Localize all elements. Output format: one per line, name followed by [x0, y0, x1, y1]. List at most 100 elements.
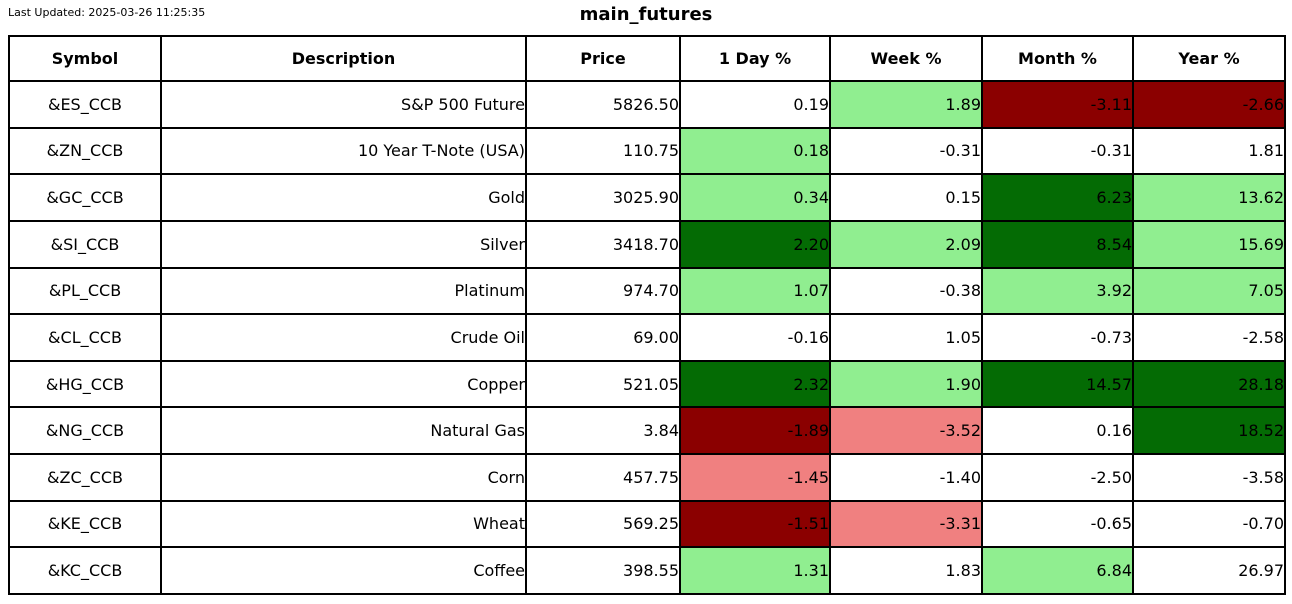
cell-year-pct: -3.58	[1132, 453, 1286, 502]
cell-description: S&P 500 Future	[160, 80, 527, 129]
cell-1day-pct: -1.51	[679, 499, 831, 549]
table-row: &KC_CCB Coffee 398.55 1.31 1.83 6.84 26.97	[8, 546, 1286, 595]
column-header-description: Description	[160, 35, 527, 82]
cell-symbol: &HG_CCB	[8, 359, 162, 409]
page-title: main_futures	[579, 4, 713, 25]
cell-week-pct: 0.15	[829, 173, 983, 222]
cell-1day-pct: 1.07	[679, 266, 831, 316]
cell-price: 110.75	[525, 126, 681, 176]
table-row: &HG_CCB Copper 521.05 2.32 1.90 14.57 28.18	[8, 359, 1286, 409]
cell-month-pct: -0.31	[981, 126, 1134, 176]
column-header-price: Price	[525, 35, 681, 82]
column-header-symbol: Symbol	[8, 35, 162, 82]
table-row: &ZN_CCB 10 Year T-Note (USA) 110.75 0.18 -0.…	[8, 126, 1286, 176]
cell-month-pct: -0.65	[981, 499, 1134, 549]
cell-week-pct: -0.38	[829, 266, 983, 316]
cell-price: 974.70	[525, 266, 681, 316]
futures-table: Symbol Description Price 1 Day % Week % Month…	[8, 35, 1286, 595]
cell-symbol: &ES_CCB	[8, 80, 162, 129]
cell-description: Copper	[160, 359, 527, 409]
cell-month-pct: 8.54	[981, 219, 1134, 269]
cell-1day-pct: 0.19	[679, 80, 831, 129]
cell-price: 398.55	[525, 546, 681, 595]
last-updated-label: Last Updated: 2025-03-26 11:25:35	[8, 6, 206, 19]
table-row: &CL_CCB Crude Oil 69.00 -0.16 1.05 -0.73 -2.58	[8, 313, 1286, 362]
cell-1day-pct: -0.16	[679, 313, 831, 362]
cell-week-pct: 1.83	[829, 546, 983, 595]
cell-price: 3418.70	[525, 219, 681, 269]
table-row: &KE_CCB Wheat 569.25 -1.51 -3.31 -0.65 -0.70	[8, 499, 1286, 549]
cell-month-pct: 3.92	[981, 266, 1134, 316]
cell-symbol: &SI_CCB	[8, 219, 162, 269]
cell-year-pct: 1.81	[1132, 126, 1286, 176]
cell-price: 69.00	[525, 313, 681, 362]
cell-price: 457.75	[525, 453, 681, 502]
cell-year-pct: -2.66	[1132, 80, 1286, 129]
cell-week-pct: 1.89	[829, 80, 983, 129]
cell-week-pct: -3.31	[829, 499, 983, 549]
cell-week-pct: -0.31	[829, 126, 983, 176]
cell-year-pct: -0.70	[1132, 499, 1286, 549]
cell-week-pct: 1.90	[829, 359, 983, 409]
cell-month-pct: 6.23	[981, 173, 1134, 222]
cell-description: Crude Oil	[160, 313, 527, 362]
cell-1day-pct: 1.31	[679, 546, 831, 595]
table-row: &SI_CCB Silver 3418.70 2.20 2.09 8.54 15.69	[8, 219, 1286, 269]
cell-week-pct: -3.52	[829, 406, 983, 455]
cell-year-pct: 15.69	[1132, 219, 1286, 269]
cell-price: 5826.50	[525, 80, 681, 129]
cell-year-pct: 13.62	[1132, 173, 1286, 222]
cell-week-pct: 1.05	[829, 313, 983, 362]
cell-price: 3025.90	[525, 173, 681, 222]
cell-symbol: &KE_CCB	[8, 499, 162, 549]
cell-1day-pct: -1.89	[679, 406, 831, 455]
cell-month-pct: 14.57	[981, 359, 1134, 409]
cell-symbol: &ZC_CCB	[8, 453, 162, 502]
cell-description: Natural Gas	[160, 406, 527, 455]
cell-month-pct: -2.50	[981, 453, 1134, 502]
cell-1day-pct: 0.34	[679, 173, 831, 222]
cell-month-pct: -3.11	[981, 80, 1134, 129]
cell-week-pct: 2.09	[829, 219, 983, 269]
table-row: &ZC_CCB Corn 457.75 -1.45 -1.40 -2.50 -3.58	[8, 453, 1286, 502]
cell-symbol: &NG_CCB	[8, 406, 162, 455]
table-row: &NG_CCB Natural Gas 3.84 -1.89 -3.52 0.16 18.5…	[8, 406, 1286, 455]
column-header-day-pct: 1 Day %	[679, 35, 831, 82]
cell-1day-pct: 0.18	[679, 126, 831, 176]
column-header-year-pct: Year %	[1132, 35, 1286, 82]
cell-description: Gold	[160, 173, 527, 222]
cell-symbol: &ZN_CCB	[8, 126, 162, 176]
cell-description: Coffee	[160, 546, 527, 595]
cell-description: Silver	[160, 219, 527, 269]
header-row: Symbol Description Price 1 Day % Week % Month…	[8, 35, 1286, 82]
cell-year-pct: 18.52	[1132, 406, 1286, 455]
cell-symbol: &GC_CCB	[8, 173, 162, 222]
cell-symbol: &CL_CCB	[8, 313, 162, 362]
cell-symbol: &PL_CCB	[8, 266, 162, 316]
table-row: &PL_CCB Platinum 974.70 1.07 -0.38 3.92 7.05	[8, 266, 1286, 316]
cell-price: 3.84	[525, 406, 681, 455]
cell-month-pct: 6.84	[981, 546, 1134, 595]
table-body: &ES_CCB S&P 500 Future 5826.50 0.19 1.89 -3.1…	[8, 80, 1286, 595]
cell-price: 521.05	[525, 359, 681, 409]
cell-1day-pct: 2.20	[679, 219, 831, 269]
column-header-week-pct: Week %	[829, 35, 983, 82]
cell-year-pct: 26.97	[1132, 546, 1286, 595]
cell-description: Wheat	[160, 499, 527, 549]
cell-month-pct: 0.16	[981, 406, 1134, 455]
cell-week-pct: -1.40	[829, 453, 983, 502]
cell-1day-pct: -1.45	[679, 453, 831, 502]
cell-year-pct: -2.58	[1132, 313, 1286, 362]
cell-1day-pct: 2.32	[679, 359, 831, 409]
cell-year-pct: 7.05	[1132, 266, 1286, 316]
cell-year-pct: 28.18	[1132, 359, 1286, 409]
cell-symbol: &KC_CCB	[8, 546, 162, 595]
cell-description: Platinum	[160, 266, 527, 316]
column-header-month-pct: Month %	[981, 35, 1134, 82]
cell-month-pct: -0.73	[981, 313, 1134, 362]
table-row: &ES_CCB S&P 500 Future 5826.50 0.19 1.89 -3.1…	[8, 80, 1286, 129]
cell-description: 10 Year T-Note (USA)	[160, 126, 527, 176]
table-row: &GC_CCB Gold 3025.90 0.34 0.15 6.23 13.62	[8, 173, 1286, 222]
cell-description: Corn	[160, 453, 527, 502]
